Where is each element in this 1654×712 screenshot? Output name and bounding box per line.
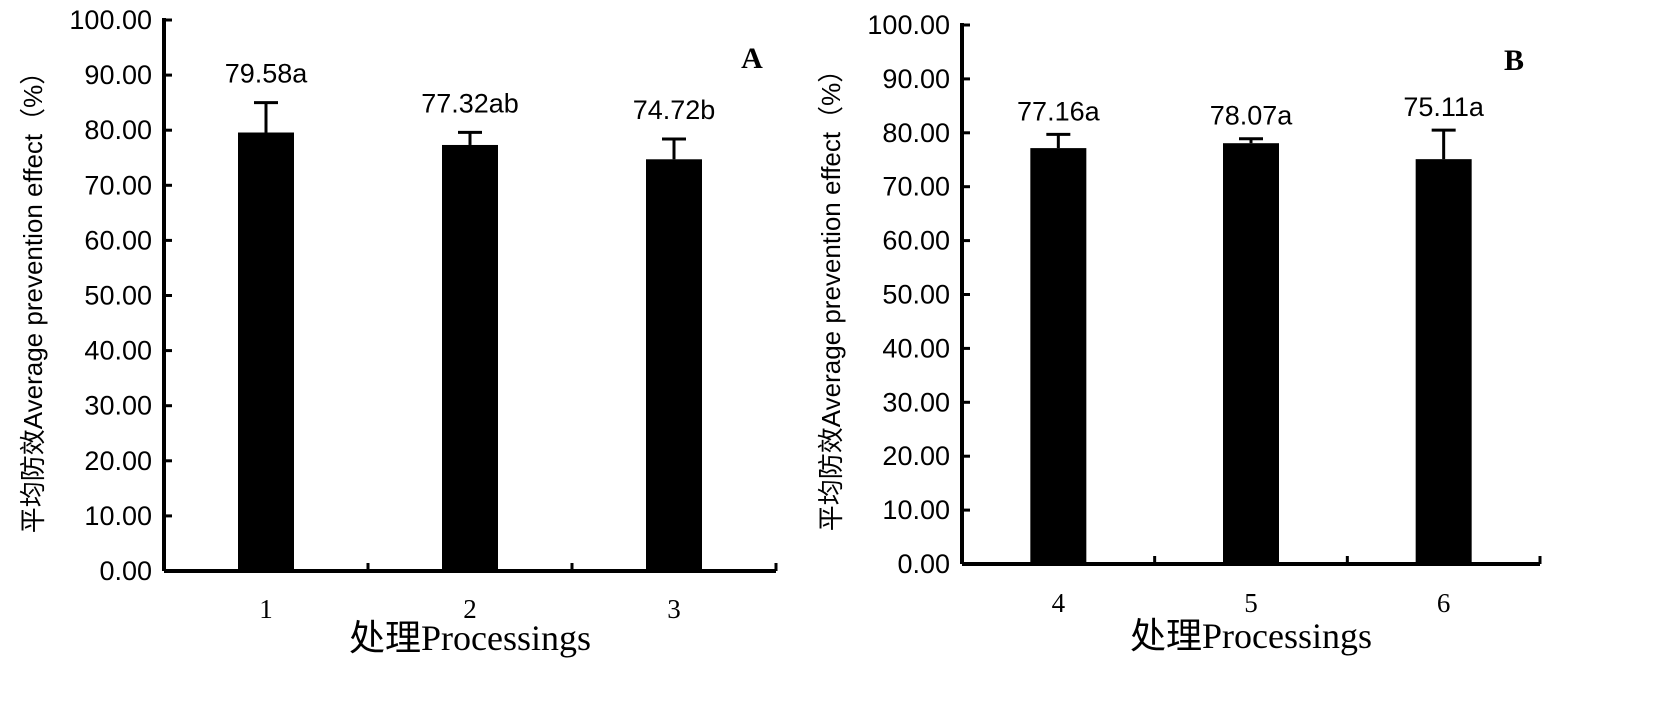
chart-panel-b: 0.00 10.00 20.00 30.00 40.00 50.00 60.00 70.00 8… [816, 10, 1542, 656]
bar [1415, 159, 1472, 564]
x-axis-title: 处理Processings [1130, 616, 1372, 656]
y-tick-label: 80.00 [882, 118, 950, 148]
y-axis-title: 平均防效Average prevention effect（%） [816, 57, 846, 531]
y-tick-label: 50.00 [84, 281, 152, 311]
y-tick-label: 0.00 [99, 556, 152, 586]
x-tick-label: 5 [1244, 588, 1258, 618]
y-tick-label: 70.00 [84, 170, 152, 200]
x-axis-title: 处理Processings [349, 618, 591, 658]
data-label: 77.32ab [421, 88, 519, 118]
x-tick-label: 2 [463, 594, 477, 624]
bar [646, 159, 702, 572]
data-label: 78.07a [1210, 101, 1294, 131]
data-label: 79.58a [225, 59, 309, 89]
y-tick-label: 0.00 [897, 549, 950, 579]
y-tick-label: 100.00 [69, 5, 152, 35]
data-label: 77.16a [1017, 96, 1101, 126]
y-tick-label: 30.00 [84, 391, 152, 421]
panel-label: B [1504, 44, 1524, 77]
y-tick-label: 40.00 [84, 336, 152, 366]
data-label: 74.72b [633, 95, 716, 125]
bar [442, 144, 498, 571]
x-tick-label: 1 [259, 594, 273, 624]
chart-panel-a: 0.00 10.00 20.00 30.00 40.00 50.00 60.00 70.00 8… [18, 5, 778, 658]
x-tick-label: 4 [1052, 588, 1066, 618]
y-tick-label: 60.00 [84, 225, 152, 255]
x-tick-label: 3 [667, 594, 681, 624]
data-label: 75.11a [1403, 92, 1485, 122]
y-tick-label: 90.00 [882, 64, 950, 94]
bar [1030, 148, 1087, 564]
bar [1223, 143, 1279, 564]
y-tick-label: 80.00 [84, 115, 152, 145]
y-tick-label: 30.00 [882, 387, 950, 417]
y-tick-label: 60.00 [882, 226, 950, 256]
y-tick-label: 90.00 [84, 60, 152, 90]
panel-label: A [741, 42, 763, 75]
y-axis-title: 平均防效Average prevention effect（%） [18, 59, 48, 533]
x-tick-label: 6 [1437, 588, 1451, 618]
y-tick-label: 10.00 [882, 495, 950, 525]
y-tick-label: 100.00 [867, 10, 950, 40]
y-tick-label: 70.00 [882, 172, 950, 202]
y-tick-label: 20.00 [84, 446, 152, 476]
y-tick-label: 20.00 [882, 441, 950, 471]
bar [238, 132, 294, 571]
y-tick-label: 10.00 [84, 501, 152, 531]
y-tick-label: 40.00 [882, 333, 950, 363]
y-tick-label: 50.00 [882, 280, 950, 310]
